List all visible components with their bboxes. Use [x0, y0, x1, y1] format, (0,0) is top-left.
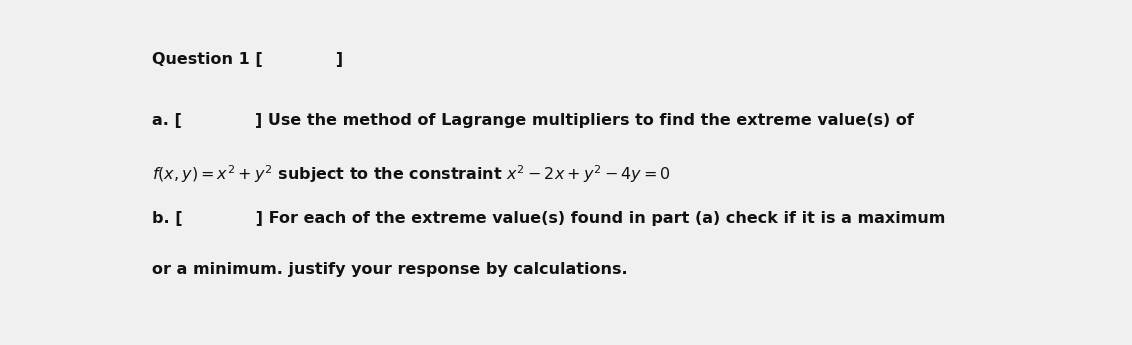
Text: b. [             ] For each of the extreme value(s) found in part (a) check if i: b. [ ] For each of the extreme value(s) … — [152, 211, 945, 226]
Text: $f(x, y) = x^2 + y^2$ subject to the constraint $x^2 - 2x + y^2 - 4y = 0$: $f(x, y) = x^2 + y^2$ subject to the con… — [152, 164, 671, 185]
Text: Question 1 [             ]: Question 1 [ ] — [152, 52, 343, 67]
Text: a. [             ] Use the method of Lagrange multipliers to find the extreme va: a. [ ] Use the method of Lagrange multip… — [152, 113, 914, 128]
Text: or a minimum. justify your response by calculations.: or a minimum. justify your response by c… — [152, 262, 627, 277]
